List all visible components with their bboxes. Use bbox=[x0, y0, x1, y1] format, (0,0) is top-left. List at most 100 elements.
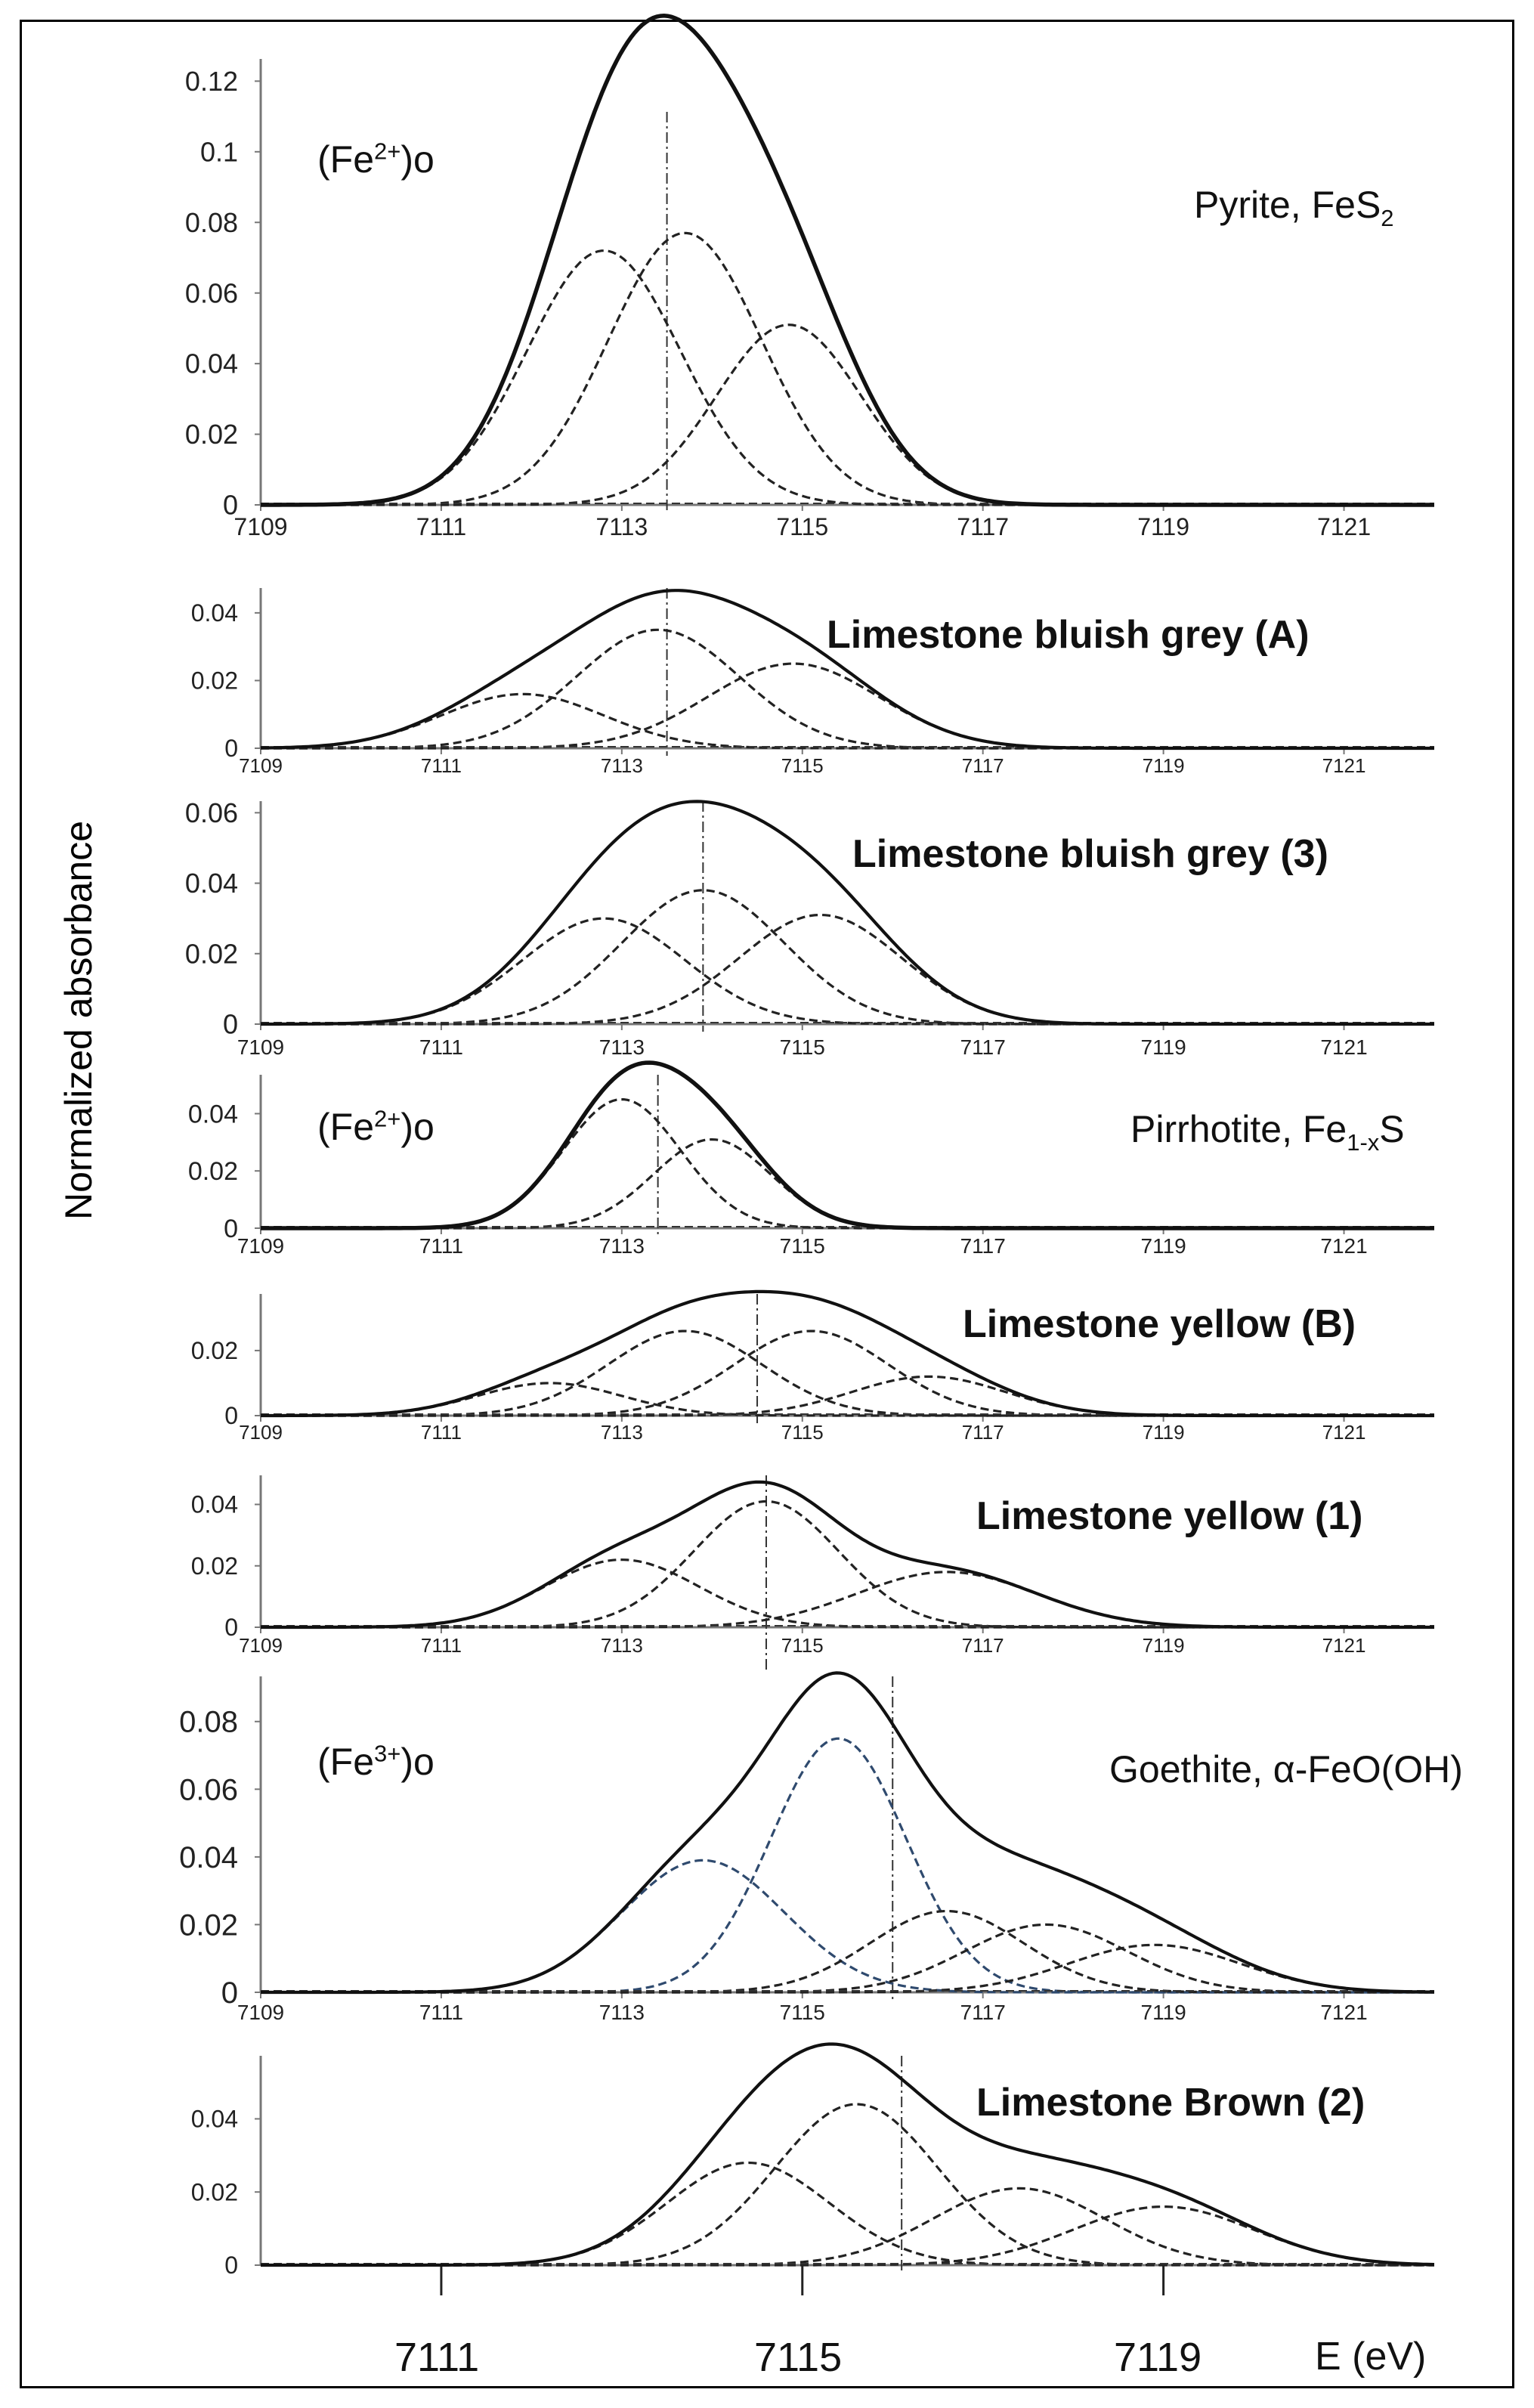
x-tick-label: 7117 bbox=[962, 1421, 1004, 1444]
panel-6-title: Limestone yellow (1) bbox=[976, 1494, 1363, 1538]
x-tick-label: 7121 bbox=[1322, 1421, 1366, 1444]
x-tick-label: 7117 bbox=[962, 1634, 1004, 1657]
x-tick-label: 7115 bbox=[776, 513, 828, 540]
total-fit-curve bbox=[261, 1480, 1434, 1630]
y-tick-label: 0.04 bbox=[191, 1491, 238, 1518]
x-tick-label: 7109 bbox=[237, 1234, 284, 1258]
component-peak-curve bbox=[261, 1909, 1434, 1994]
x-tick-label: 7113 bbox=[601, 754, 643, 777]
y-tick-label: 0 bbox=[224, 735, 238, 762]
x-tick-label: 7115 bbox=[781, 754, 824, 777]
x-tick-label: 7115 bbox=[780, 1234, 825, 1258]
x-tick-label: 7121 bbox=[1320, 1234, 1367, 1258]
component-peak-curve bbox=[261, 1382, 1434, 1417]
y-tick-label: 0.06 bbox=[185, 277, 238, 308]
y-tick-label: 0.02 bbox=[185, 938, 238, 969]
component-peak-curve bbox=[261, 662, 1434, 750]
x-tick-label: 7109 bbox=[234, 513, 287, 540]
x-tick-label: 7119 bbox=[1143, 1634, 1185, 1657]
panel-7-title: Goethite, α-FeO(OH) bbox=[1109, 1748, 1463, 1791]
component-peak-curve bbox=[261, 1375, 1434, 1417]
x-tick-label: 7111 bbox=[421, 1634, 462, 1657]
y-tick-label: 0 bbox=[223, 1009, 238, 1040]
x-tick-label: 7111 bbox=[421, 1421, 462, 1444]
x-tick-label: 7111 bbox=[421, 754, 462, 777]
x-tick-label: 7117 bbox=[962, 754, 1004, 777]
component-peak-curve bbox=[261, 231, 1434, 506]
figure-frame bbox=[20, 20, 1514, 2388]
y-tick-label: 0 bbox=[221, 1976, 238, 2010]
x-tick-label: 7109 bbox=[237, 2001, 284, 2024]
total-fit-curve bbox=[261, 1671, 1435, 1995]
x-tick-label: 7117 bbox=[960, 1035, 1006, 1059]
x-tick-label: 7115 bbox=[781, 1421, 824, 1444]
x-tick-label: 7121 bbox=[1320, 2001, 1367, 2024]
y-tick-label: 0.04 bbox=[191, 2106, 238, 2133]
panel-8-title: Limestone Brown (2) bbox=[976, 2081, 1365, 2125]
y-tick-label: 0.02 bbox=[191, 1337, 238, 1364]
total-fit-curve bbox=[261, 1289, 1434, 1418]
total-fit-curve bbox=[261, 2042, 1435, 2267]
panel-5-title: Limestone yellow (B) bbox=[963, 1302, 1356, 1346]
total-fit-curve bbox=[261, 14, 1434, 507]
y-tick-label: 0.04 bbox=[191, 599, 238, 627]
panel-1-oxidation-annotation: (Fe2+)o bbox=[317, 138, 435, 181]
y-tick-label: 0.02 bbox=[191, 667, 238, 695]
x-tick-label: 7119 bbox=[1141, 1035, 1186, 1059]
x-tick-label: 7119 bbox=[1141, 2001, 1186, 2024]
x-tick-label: 7119 bbox=[1137, 513, 1189, 540]
x-tick-label: 7109 bbox=[237, 1035, 284, 1059]
component-peak-curve bbox=[261, 1571, 1434, 1629]
y-tick-label: 0.04 bbox=[185, 868, 238, 899]
total-fit-curve bbox=[261, 800, 1434, 1026]
component-peak-curve bbox=[261, 249, 1434, 506]
x-tick-label: 7113 bbox=[599, 1035, 645, 1059]
panel-4-oxidation-annotation: (Fe2+)o bbox=[317, 1105, 435, 1148]
component-peak-curve bbox=[261, 2161, 1434, 2267]
x-tick-label: 7115 bbox=[780, 1035, 825, 1059]
x-tick-label: 7109 bbox=[239, 754, 283, 777]
x-tick-label: 7109 bbox=[239, 1634, 283, 1657]
y-tick-label: 0.06 bbox=[179, 1773, 238, 1806]
total-fit-curve bbox=[261, 1060, 1434, 1230]
panel-1-title: Pyrite, FeS2 bbox=[1194, 184, 1394, 231]
bottom-tick-label: 7111 bbox=[394, 2335, 480, 2380]
x-tick-label: 7121 bbox=[1322, 754, 1366, 777]
x-tick-label: 7117 bbox=[960, 2001, 1006, 2024]
component-peak-curve bbox=[260, 692, 1434, 750]
panel-2-title: Limestone bluish grey (A) bbox=[827, 613, 1310, 657]
y-tick-label: 0.04 bbox=[185, 348, 238, 379]
x-tick-label: 7111 bbox=[416, 513, 466, 540]
x-tick-label: 7121 bbox=[1317, 513, 1371, 540]
y-tick-label: 0.1 bbox=[200, 136, 238, 167]
y-tick-label: 0.02 bbox=[191, 2178, 238, 2205]
y-tick-label: 0 bbox=[224, 1614, 238, 1641]
x-tick-label: 7111 bbox=[419, 2001, 463, 2024]
panel-4-title: Pirrhotite, Fe1-xS bbox=[1130, 1108, 1405, 1156]
component-peak-curve bbox=[261, 1558, 1434, 1629]
x-tick-label: 7113 bbox=[599, 1234, 645, 1258]
component-peak-curve bbox=[261, 917, 1434, 1026]
x-tick-label: 7117 bbox=[960, 1234, 1006, 1258]
bottom-tick-label: 7115 bbox=[754, 2335, 843, 2380]
x-tick-label: 7119 bbox=[1143, 1421, 1185, 1444]
x-tick-label: 7119 bbox=[1141, 1234, 1186, 1258]
y-tick-label: 0 bbox=[224, 2252, 238, 2279]
component-peak-curve bbox=[261, 2205, 1435, 2267]
y-tick-label: 0 bbox=[224, 1402, 238, 1429]
y-tick-label: 0.02 bbox=[179, 1908, 238, 1942]
x-axis-label: E (eV) bbox=[1315, 2335, 1427, 2379]
y-tick-label: 0.08 bbox=[179, 1706, 238, 1739]
y-tick-label: 0.06 bbox=[185, 797, 238, 828]
x-tick-label: 7115 bbox=[781, 1634, 824, 1657]
x-tick-label: 7113 bbox=[601, 1421, 643, 1444]
x-tick-label: 7113 bbox=[601, 1634, 643, 1657]
component-peak-curve bbox=[261, 2187, 1434, 2267]
component-peak-curve bbox=[261, 1859, 1434, 1994]
y-tick-label: 0.04 bbox=[188, 1100, 238, 1128]
y-tick-label: 0.02 bbox=[185, 419, 238, 450]
x-tick-label: 7113 bbox=[599, 2001, 645, 2024]
y-tick-label: 0.04 bbox=[179, 1841, 238, 1874]
x-tick-label: 7121 bbox=[1320, 1035, 1367, 1059]
